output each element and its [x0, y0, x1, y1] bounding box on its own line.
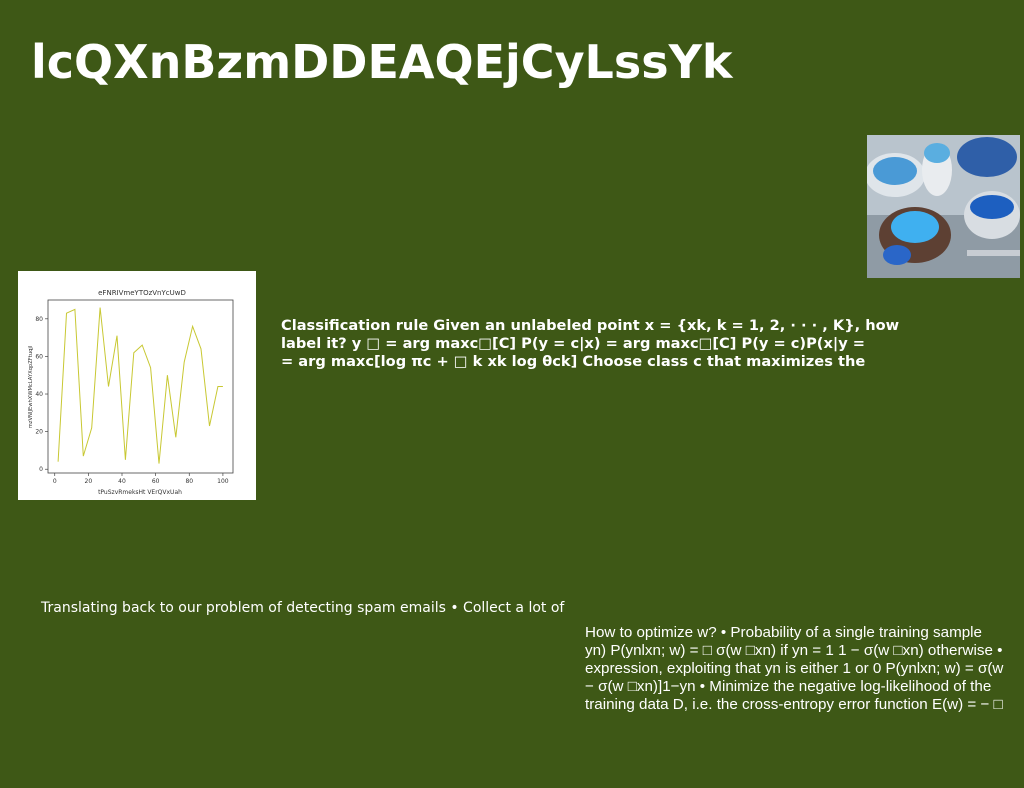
y-tick-label: 0 — [39, 466, 43, 473]
y-tick-label: 60 — [35, 353, 43, 360]
x-axis-ticks: 0 20 40 60 80 100 — [53, 473, 229, 485]
paragraph-line: = arg maxc[log πc + □ k xk log θck] Choo… — [281, 353, 866, 370]
paragraph-line: How to optimize w? • Probability of a si… — [585, 624, 983, 641]
x-tick-label: 20 — [85, 478, 93, 485]
series-line — [57, 307, 223, 464]
classification-rule-paragraph: Classification rule Given an unlabeled p… — [281, 317, 961, 371]
y-tick-label: 80 — [35, 316, 43, 323]
page-title: lcQXnBzmDDEAQEjCyLssYk — [31, 35, 733, 89]
line-chart-svg: eFNRIVmeYTOzVnYcUwD 0 20 40 60 80 100 0 20 40 60… — [28, 289, 234, 496]
paragraph-line: yn) P(ynlxn; w) = □ σ(w □xn) if yn = 1 1… — [585, 642, 1003, 659]
chart-title: eFNRIVmeYTOzVnYcUwD — [98, 289, 186, 297]
y-axis-label: mzVNIJEwhXWMcLAYXqpZFtuqjl — [28, 346, 34, 429]
food-photo-illustration — [867, 135, 1020, 278]
x-tick-label: 80 — [185, 478, 193, 485]
paragraph-line: expression, exploiting that yn is either… — [585, 660, 1004, 677]
x-axis-label: tPuSzvRmeksHt VErQVxUah — [98, 489, 182, 496]
food-photo — [867, 135, 1020, 278]
paragraph-line: − σ(w □xn)]1−yn • Minimize the negative … — [585, 678, 992, 695]
x-tick-label: 0 — [53, 478, 57, 485]
y-tick-label: 20 — [35, 429, 43, 436]
y-axis-ticks: 0 20 40 60 80 — [35, 316, 48, 473]
spam-detection-paragraph: Translating back to our problem of detec… — [41, 600, 565, 616]
paragraph-line: label it? y □ = arg maxc□[C] P(y = c|x) … — [281, 335, 866, 352]
x-tick-label: 60 — [152, 478, 160, 485]
y-tick-label: 40 — [35, 391, 43, 398]
line-chart: eFNRIVmeYTOzVnYcUwD 0 20 40 60 80 100 0 20 40 60… — [18, 271, 256, 500]
paragraph-line: training data D, i.e. the cross-entropy … — [585, 696, 1003, 713]
optimization-paragraph: How to optimize w? • Probability of a si… — [585, 624, 1024, 714]
x-tick-label: 100 — [217, 478, 229, 485]
plot-area — [47, 299, 234, 474]
x-tick-label: 40 — [118, 478, 126, 485]
paragraph-line: Classification rule Given an unlabeled p… — [281, 317, 900, 334]
